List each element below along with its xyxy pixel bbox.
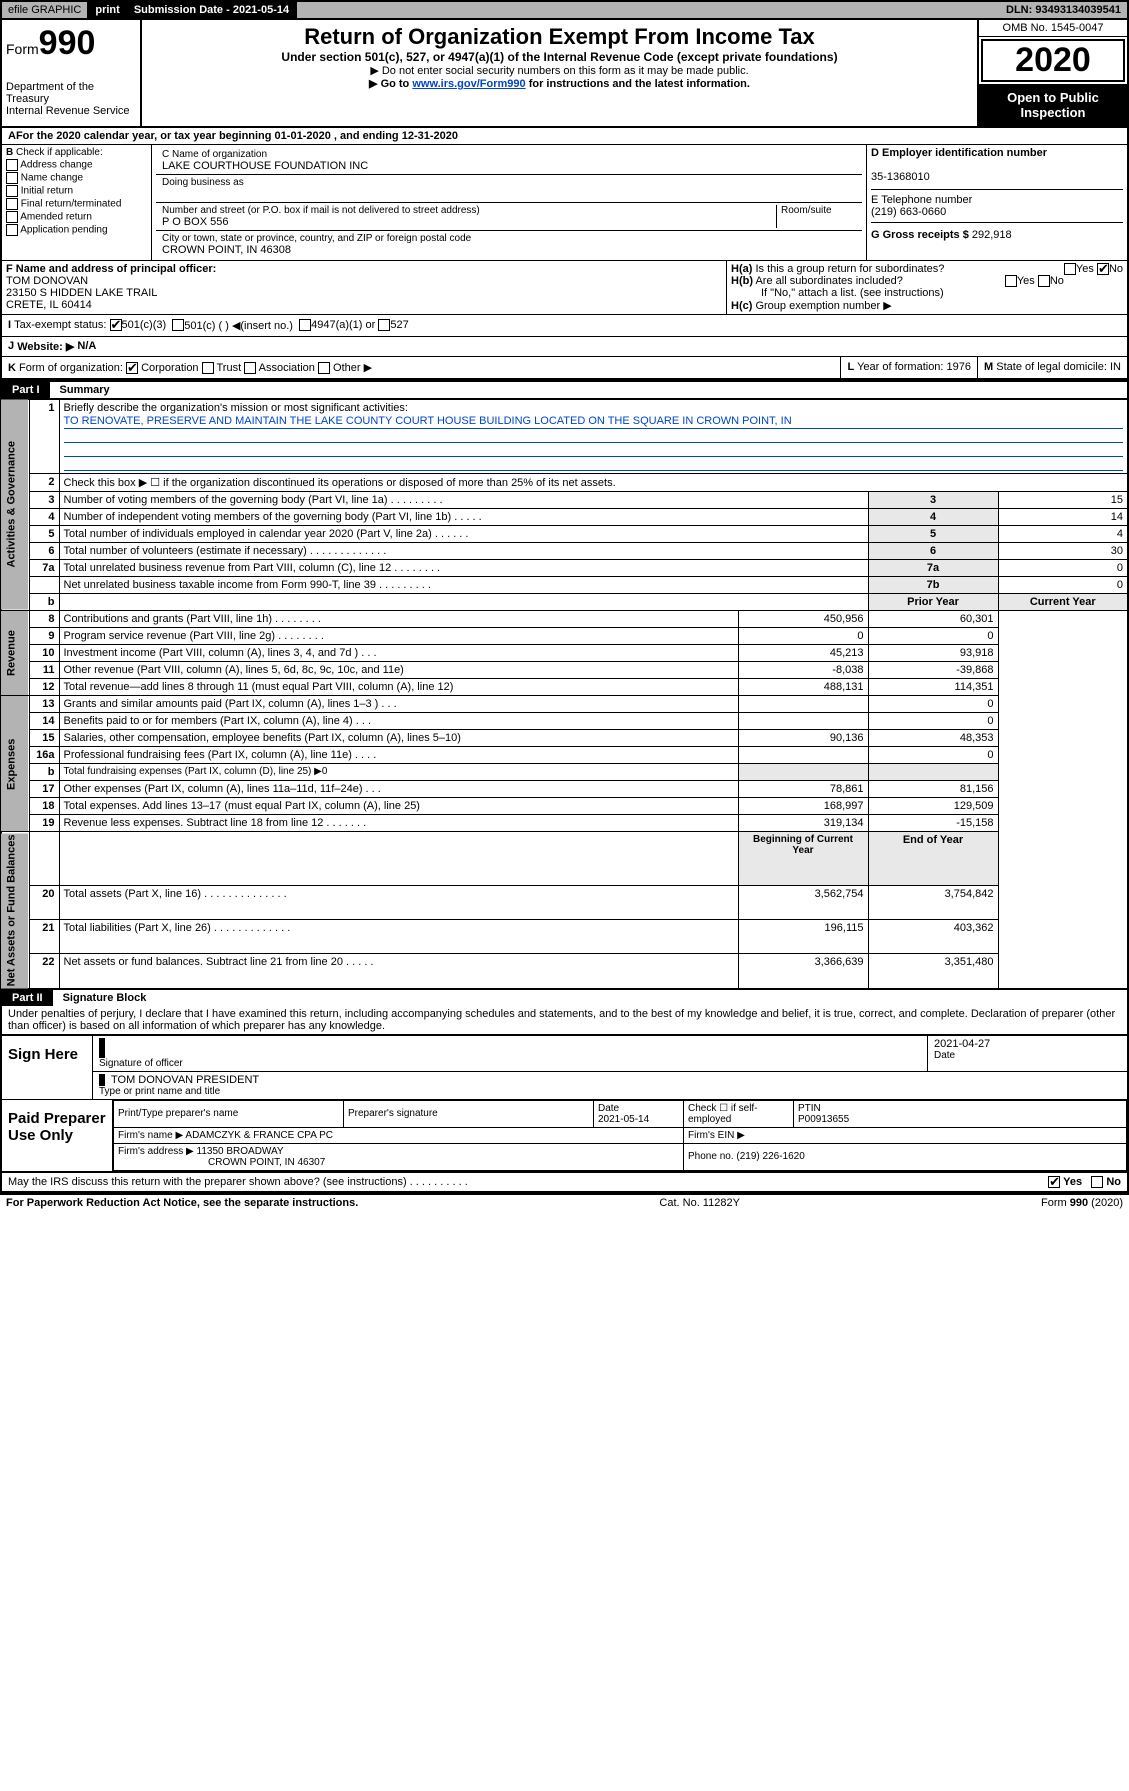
- table-row: 15Salaries, other compensation, employee…: [1, 730, 1128, 747]
- f-h-block: F Name and address of principal officer:…: [0, 260, 1129, 314]
- part2-header: Part II Signature Block: [0, 990, 1129, 1006]
- firm-name: ADAMCZYK & FRANCE CPA PC: [185, 1130, 333, 1141]
- subtitle-2: ▶ Do not enter social security numbers o…: [152, 64, 967, 77]
- table-row: 12Total revenue—add lines 8 through 11 (…: [1, 679, 1128, 696]
- part1-table: Activities & Governance 1 Briefly descri…: [0, 398, 1129, 990]
- part1-header: Part I Summary: [0, 380, 1129, 398]
- table-row: 17Other expenses (Part IX, column (A), l…: [1, 781, 1128, 798]
- table-row: 6Total number of volunteers (estimate if…: [1, 543, 1128, 560]
- dln-label: DLN: 93493134039541: [1000, 2, 1127, 18]
- discuss-row: May the IRS discuss this return with the…: [0, 1173, 1129, 1193]
- tax-year: 2020: [981, 39, 1125, 82]
- table-row: 21Total liabilities (Part X, line 26) . …: [1, 920, 1128, 954]
- open-public-label: Open to Public Inspection: [979, 84, 1127, 126]
- table-row: 19Revenue less expenses. Subtract line 1…: [1, 815, 1128, 832]
- section-i: I Tax-exempt status: 501(c)(3) 501(c) ( …: [0, 314, 1129, 336]
- table-row: 11Other revenue (Part VIII, column (A), …: [1, 662, 1128, 679]
- sign-date: 2021-04-27: [934, 1038, 1121, 1050]
- ein: 35-1368010: [871, 171, 930, 183]
- vtab-na: Net Assets or Fund Balances: [1, 832, 29, 989]
- form-ref: Form 990 (2020): [1041, 1197, 1123, 1209]
- section-d-e-g: D Employer identification number 35-1368…: [867, 145, 1127, 260]
- omb-number: OMB No. 1545-0047: [979, 20, 1127, 37]
- footer: For Paperwork Reduction Act Notice, see …: [0, 1193, 1129, 1211]
- print-button[interactable]: print: [89, 2, 127, 18]
- table-row: 5Total number of individuals employed in…: [1, 526, 1128, 543]
- table-row: 10Investment income (Part VIII, column (…: [1, 645, 1128, 662]
- signature-block: Sign Here Signature of officer 2021-04-2…: [0, 1036, 1129, 1173]
- vtab-exp: Expenses: [1, 696, 29, 832]
- sign-here-label: Sign Here: [2, 1036, 92, 1099]
- gross-receipts: 292,918: [972, 229, 1012, 241]
- preparer-table: Print/Type preparer's name Preparer's si…: [113, 1100, 1127, 1171]
- paid-preparer-label: Paid Preparer Use Only: [2, 1100, 112, 1171]
- org-name: LAKE COURTHOUSE FOUNDATION INC: [162, 160, 856, 172]
- section-c: C Name of organization LAKE COURTHOUSE F…: [152, 145, 867, 260]
- table-row: bTotal fundraising expenses (Part IX, co…: [1, 764, 1128, 781]
- preparer-phone: (219) 226-1620: [736, 1151, 804, 1162]
- section-j: J Website: ▶ N/A: [0, 336, 1129, 356]
- mission-text: TO RENOVATE, PRESERVE AND MAINTAIN THE L…: [64, 414, 1124, 429]
- dept-label: Department of the Treasury: [6, 81, 136, 105]
- form-number: Form990: [6, 24, 136, 63]
- perjury-declaration: Under penalties of perjury, I declare th…: [0, 1006, 1129, 1036]
- org-info-block: B Check if applicable: Address change Na…: [0, 144, 1129, 260]
- org-address: P O BOX 556: [162, 216, 776, 228]
- table-row: 3Number of voting members of the governi…: [1, 492, 1128, 509]
- section-h: H(a) Is this a group return for subordin…: [727, 261, 1127, 314]
- table-row: 22Net assets or fund balances. Subtract …: [1, 954, 1128, 989]
- submission-date: Submission Date - 2021-05-14: [128, 2, 297, 18]
- officer-name: TOM DONOVAN PRESIDENT: [111, 1074, 259, 1086]
- table-row: 16aProfessional fundraising fees (Part I…: [1, 747, 1128, 764]
- table-row: 4Number of independent voting members of…: [1, 509, 1128, 526]
- irs-label: Internal Revenue Service: [6, 105, 136, 117]
- phone: (219) 663-0660: [871, 206, 946, 218]
- top-bar: efile GRAPHIC print Submission Date - 20…: [0, 0, 1129, 20]
- table-row: Net unrelated business taxable income fr…: [1, 577, 1128, 594]
- table-row: 14Benefits paid to or for members (Part …: [1, 713, 1128, 730]
- section-f: F Name and address of principal officer:…: [2, 261, 727, 314]
- org-city: CROWN POINT, IN 46308: [162, 244, 856, 256]
- section-k-l-m: K Form of organization: Corporation Trus…: [0, 356, 1129, 380]
- ptin: P00913655: [798, 1114, 849, 1125]
- section-b: B Check if applicable: Address change Na…: [2, 145, 152, 260]
- section-a: A For the 2020 calendar year, or tax yea…: [0, 126, 1129, 144]
- table-row: 18Total expenses. Add lines 13–17 (must …: [1, 798, 1128, 815]
- form-header: Form990 Department of the Treasury Inter…: [0, 20, 1129, 126]
- efile-label: efile GRAPHIC: [2, 2, 89, 18]
- subtitle-3: ▶ Go to www.irs.gov/Form990 for instruct…: [152, 77, 967, 90]
- form-title: Return of Organization Exempt From Incom…: [152, 24, 967, 50]
- table-row: 7aTotal unrelated business revenue from …: [1, 560, 1128, 577]
- vtab-rev: Revenue: [1, 611, 29, 696]
- table-row: 9Program service revenue (Part VIII, lin…: [1, 628, 1128, 645]
- vtab-ag: Activities & Governance: [1, 399, 29, 611]
- irs-link[interactable]: www.irs.gov/Form990: [412, 78, 525, 90]
- subtitle-1: Under section 501(c), 527, or 4947(a)(1)…: [152, 50, 967, 64]
- table-row: 20Total assets (Part X, line 16) . . . .…: [1, 886, 1128, 920]
